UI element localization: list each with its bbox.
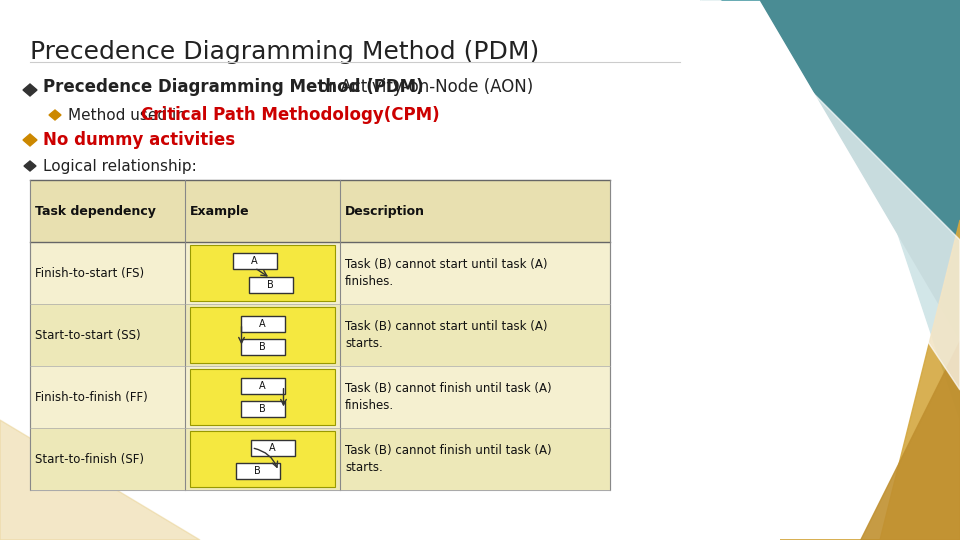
Text: Finish-to-start (FS): Finish-to-start (FS) — [35, 267, 144, 280]
Text: Logical relationship:: Logical relationship: — [43, 159, 197, 173]
FancyBboxPatch shape — [190, 431, 335, 487]
Polygon shape — [23, 134, 37, 146]
Text: A: A — [259, 381, 266, 391]
FancyBboxPatch shape — [241, 339, 284, 355]
FancyBboxPatch shape — [190, 245, 335, 301]
Text: No dummy activities: No dummy activities — [43, 131, 235, 149]
FancyBboxPatch shape — [30, 180, 610, 490]
Polygon shape — [23, 84, 37, 96]
Text: Critical Path Methodology(CPM): Critical Path Methodology(CPM) — [141, 106, 440, 124]
Text: B: B — [259, 342, 266, 352]
Polygon shape — [580, 0, 960, 390]
Text: Finish-to-finish (FF): Finish-to-finish (FF) — [35, 390, 148, 403]
FancyBboxPatch shape — [241, 401, 284, 417]
Text: Start-to-start (SS): Start-to-start (SS) — [35, 328, 140, 341]
FancyBboxPatch shape — [190, 307, 335, 363]
Text: Example: Example — [190, 205, 250, 218]
FancyBboxPatch shape — [30, 428, 610, 490]
FancyBboxPatch shape — [249, 278, 293, 293]
Text: A: A — [259, 319, 266, 329]
FancyBboxPatch shape — [235, 463, 279, 480]
Polygon shape — [49, 110, 61, 120]
FancyBboxPatch shape — [190, 369, 335, 425]
FancyBboxPatch shape — [30, 304, 610, 366]
Text: Method used in: Method used in — [68, 107, 191, 123]
Text: B: B — [267, 280, 274, 291]
Text: Start-to-finish (SF): Start-to-finish (SF) — [35, 453, 144, 465]
Text: Task (B) cannot start until task (A)
starts.: Task (B) cannot start until task (A) sta… — [345, 320, 547, 350]
FancyBboxPatch shape — [30, 180, 610, 242]
Text: Task (B) cannot finish until task (A)
finishes.: Task (B) cannot finish until task (A) fi… — [345, 382, 552, 412]
Text: B: B — [259, 404, 266, 414]
FancyBboxPatch shape — [241, 316, 284, 332]
FancyBboxPatch shape — [241, 378, 284, 394]
Text: B: B — [254, 467, 261, 476]
FancyBboxPatch shape — [232, 253, 276, 269]
FancyBboxPatch shape — [251, 440, 295, 456]
Polygon shape — [860, 340, 960, 540]
Polygon shape — [780, 220, 960, 540]
Text: Task (B) cannot start until task (A)
finishes.: Task (B) cannot start until task (A) fin… — [345, 258, 547, 288]
Polygon shape — [24, 161, 36, 171]
Text: Precedence Diagramming Method (PDM): Precedence Diagramming Method (PDM) — [30, 40, 540, 64]
Text: or Activity-on-Node (AON): or Activity-on-Node (AON) — [313, 78, 533, 96]
Text: A: A — [252, 255, 258, 266]
Text: Task (B) cannot finish until task (A)
starts.: Task (B) cannot finish until task (A) st… — [345, 444, 552, 474]
Text: Task dependency: Task dependency — [35, 205, 156, 218]
Text: A: A — [269, 443, 276, 453]
Polygon shape — [0, 420, 200, 540]
Polygon shape — [760, 0, 960, 340]
Text: Description: Description — [345, 205, 425, 218]
Polygon shape — [700, 0, 960, 420]
Text: Precedence Diagramming Method (PDM): Precedence Diagramming Method (PDM) — [43, 78, 423, 96]
